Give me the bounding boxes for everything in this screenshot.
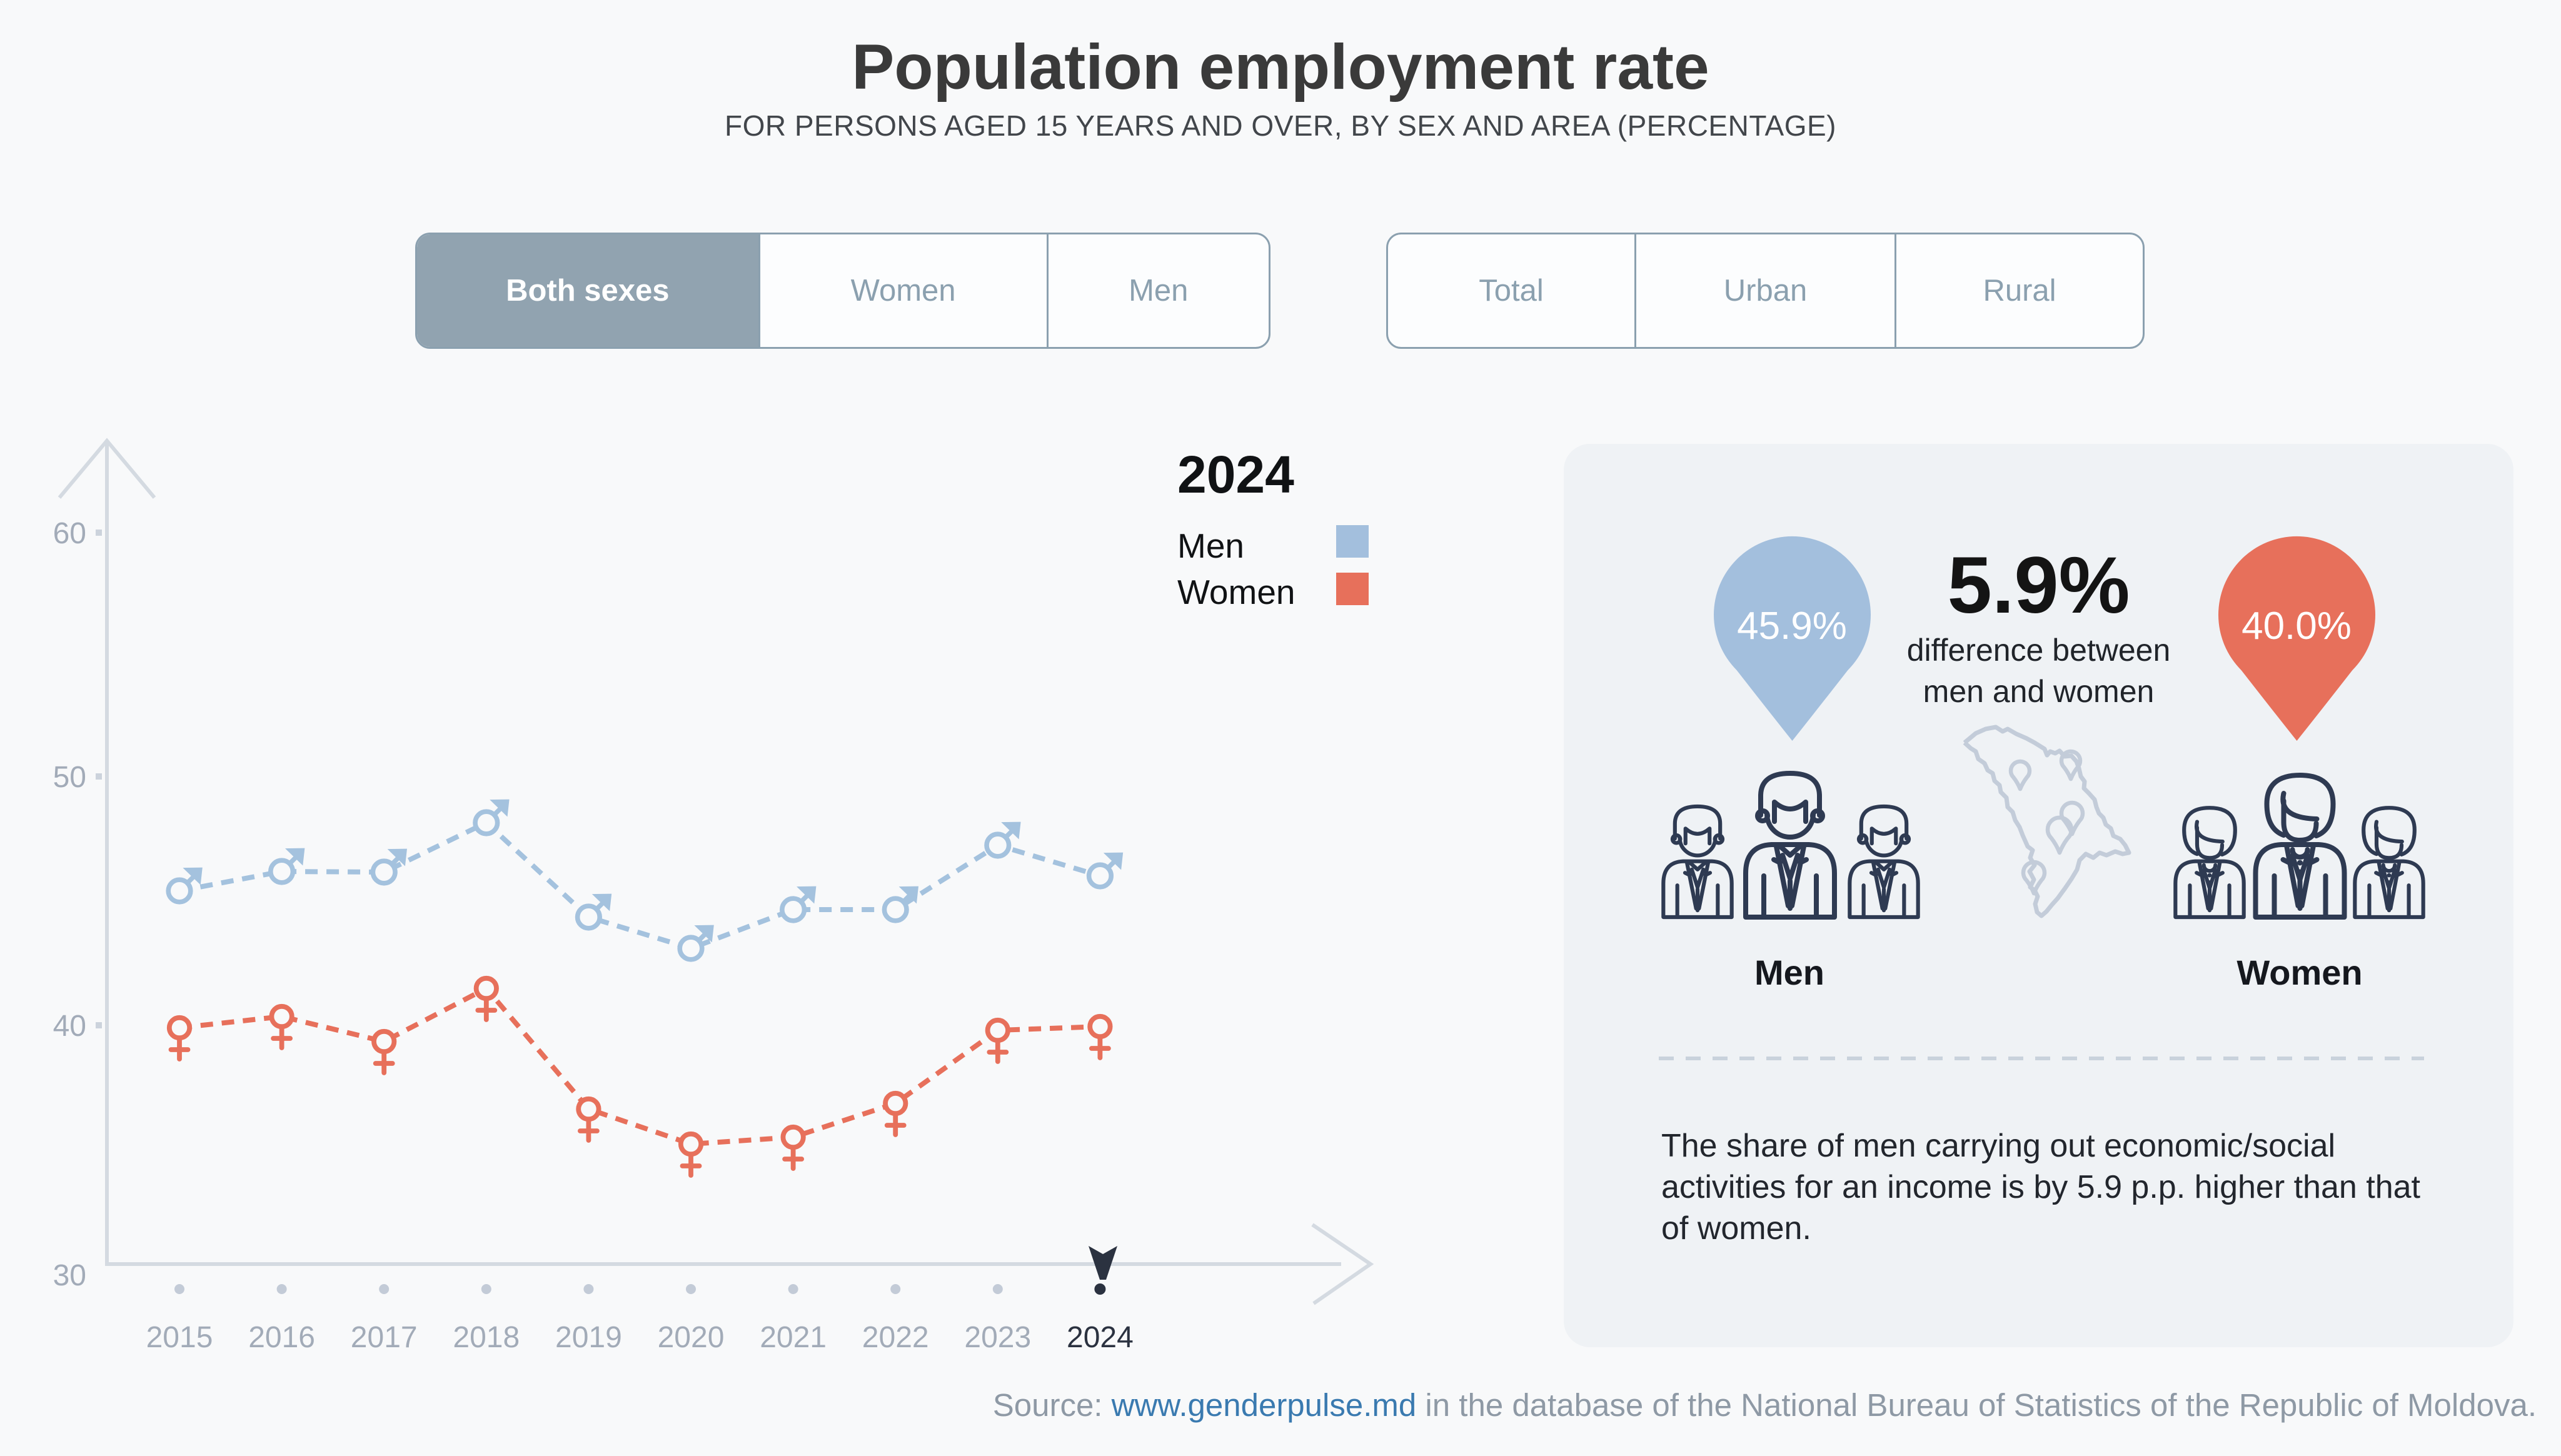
svg-text:2019: 2019 bbox=[555, 1321, 622, 1354]
svg-text:2018: 2018 bbox=[453, 1321, 520, 1354]
svg-text:40: 40 bbox=[53, 1010, 86, 1043]
svg-text:50: 50 bbox=[53, 761, 86, 794]
svg-text:2015: 2015 bbox=[146, 1321, 213, 1354]
svg-text:2022: 2022 bbox=[862, 1321, 929, 1354]
svg-text:2023: 2023 bbox=[964, 1321, 1031, 1354]
svg-text:2016: 2016 bbox=[248, 1321, 315, 1354]
svg-text:2024: 2024 bbox=[1067, 1321, 1134, 1354]
svg-text:2017: 2017 bbox=[351, 1321, 418, 1354]
svg-text:60: 60 bbox=[53, 517, 86, 550]
svg-text:2021: 2021 bbox=[760, 1321, 827, 1354]
svg-text:2020: 2020 bbox=[658, 1321, 725, 1354]
svg-text:30: 30 bbox=[53, 1259, 86, 1292]
